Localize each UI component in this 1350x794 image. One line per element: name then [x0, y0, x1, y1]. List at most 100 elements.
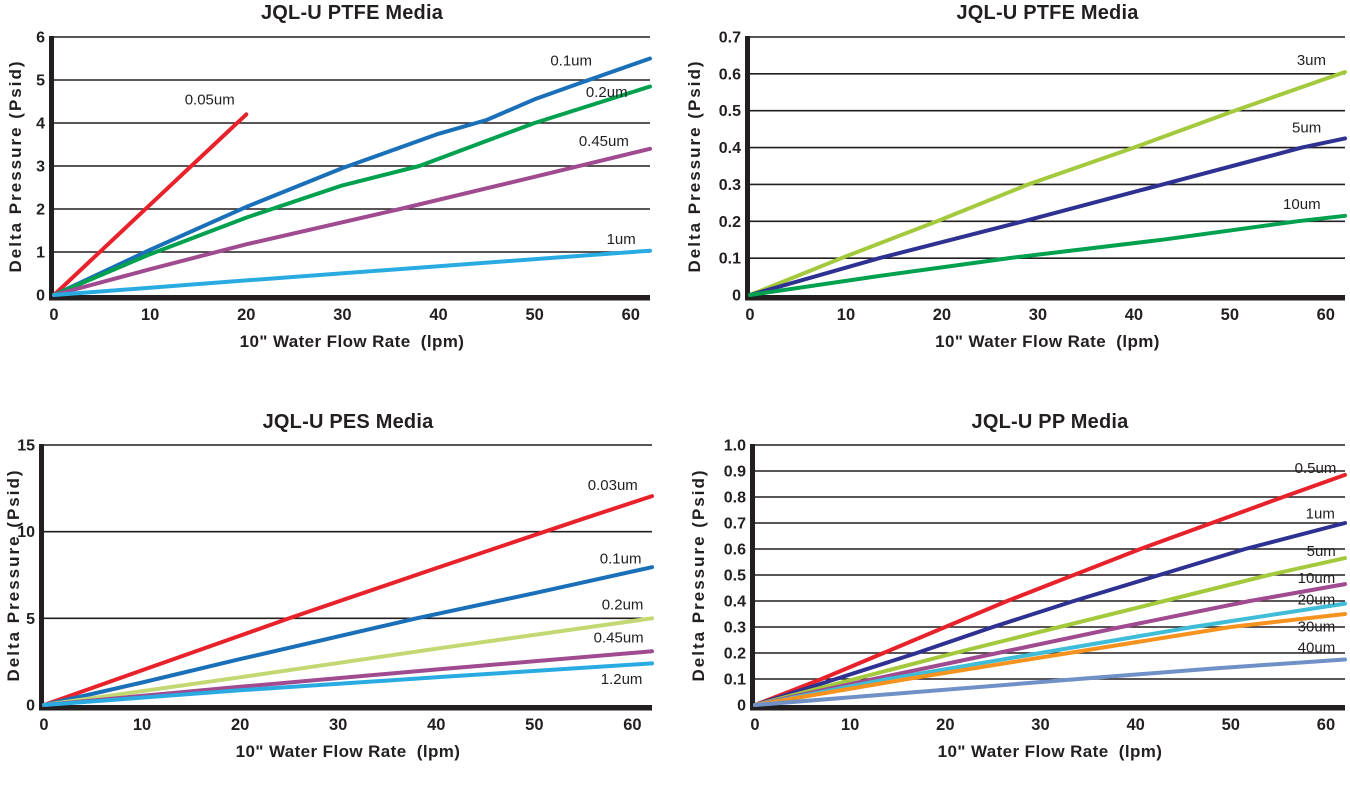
x-tick-label: 20 — [936, 716, 954, 734]
x-tick-label: 60 — [622, 306, 640, 324]
x-axis-title: 10" Water Flow Rate (lpm) — [239, 332, 465, 351]
x-tick-label: 20 — [933, 306, 951, 324]
plot-pp: 0 0.1 0.2 0.3 0.4 0.5 0.6 0.7 0.8 0.9 1.0 0 10 20 30 40… — [724, 438, 1347, 734]
x-tick-label: 30 — [1031, 716, 1049, 734]
x-tick-label: 10 — [133, 716, 151, 734]
x-tick-label: 40 — [427, 716, 445, 734]
series-label-10um: 10um — [1298, 570, 1336, 587]
chart-pp: 0 0.1 0.2 0.3 0.4 0.5 0.6 0.7 0.8 0.9 1.0 0 10 20 30 40… — [675, 397, 1350, 794]
series-label-20um: 20um — [1298, 592, 1336, 609]
series-label-5um: 5um — [1307, 543, 1336, 560]
chart-title: JQL-U PES Media — [262, 411, 434, 433]
y-tick-label: 10 — [17, 524, 35, 541]
series-line-0.1um — [42, 565, 654, 707]
series-line-0.03um — [42, 494, 654, 707]
series-label-10um: 10um — [1283, 196, 1321, 213]
plot-pes: 0 5 10 15 0 10 20 30 40 50 60 0.03um 0.1um 0.2um 0.45u… — [17, 438, 654, 734]
y-tick-label: 0.8 — [724, 490, 746, 507]
y-tick-label: 0.1 — [719, 251, 741, 268]
y-tick-label: 15 — [17, 438, 35, 455]
series-label-0.2um: 0.2um — [602, 596, 644, 613]
series-label-0.45um: 0.45um — [579, 133, 629, 150]
y-tick-label: 0.1 — [724, 672, 746, 689]
series-line-10um — [753, 582, 1347, 707]
x-tick-label: 30 — [333, 306, 351, 324]
x-tick-label: 20 — [237, 306, 255, 324]
x-tick-label: 0 — [39, 716, 48, 734]
chart-ptfe-coarse: 0 0.1 0.2 0.3 0.4 0.5 0.6 0.7 0 10 20 30 40 50 60 3um 5u… — [675, 0, 1350, 397]
y-tick-label: 0.9 — [724, 464, 746, 481]
x-tick-label: 10 — [141, 306, 159, 324]
series-label-30um: 30um — [1298, 618, 1336, 635]
series-line-40um — [753, 657, 1347, 707]
x-tick-label: 40 — [1125, 306, 1143, 324]
series-line-30um — [753, 612, 1347, 707]
y-tick-label: 0 — [732, 288, 741, 305]
y-tick-label: 0.4 — [719, 140, 741, 157]
x-tick-label: 10 — [841, 716, 859, 734]
series-label-1.2um: 1.2um — [601, 671, 643, 688]
x-tick-label: 0 — [750, 716, 759, 734]
x-tick-label: 60 — [1317, 306, 1335, 324]
y-tick-label: 0 — [26, 698, 35, 715]
y-tick-label: 0.5 — [724, 568, 746, 585]
x-tick-label: 50 — [1222, 716, 1240, 734]
series-line-10um — [748, 213, 1347, 297]
series-label-0.1um: 0.1um — [550, 53, 592, 70]
series-label-40um: 40um — [1298, 639, 1336, 656]
chart-title: JQL-U PP Media — [971, 411, 1129, 433]
series-line-3um — [748, 70, 1347, 297]
y-axis-title: Delta Pressure (Psid) — [4, 468, 23, 682]
y-tick-label: 0.2 — [719, 214, 741, 231]
series-line-1um — [753, 521, 1347, 707]
y-tick-label: 5 — [36, 73, 45, 90]
y-tick-label: 3 — [36, 159, 45, 176]
series-label-0.03um: 0.03um — [588, 477, 638, 494]
series-line-20um — [753, 601, 1347, 707]
chart-ptfe-fine: 0 1 2 3 4 5 6 0 10 20 30 40 50 60 0.05um 0.1um 0.2um 0.45… — [0, 0, 675, 397]
y-tick-label: 6 — [36, 30, 45, 47]
series-label-0.2um: 0.2um — [586, 84, 628, 101]
y-tick-label: 0.4 — [724, 594, 746, 611]
x-tick-label: 30 — [1029, 306, 1047, 324]
x-tick-label: 40 — [429, 306, 447, 324]
x-tick-label: 0 — [49, 306, 58, 324]
series-label-0.5um: 0.5um — [1295, 460, 1337, 477]
series-label-5um: 5um — [1292, 119, 1321, 136]
y-tick-label: 0 — [36, 288, 45, 305]
x-tick-label: 50 — [525, 716, 543, 734]
series-label-3um: 3um — [1297, 52, 1326, 69]
series-line-5um — [748, 136, 1347, 297]
series-line-0.45um — [52, 146, 652, 297]
y-tick-label: 1 — [36, 245, 45, 262]
y-axis-title: Delta Pressure (Psid) — [6, 59, 25, 273]
chart-title: JQL-U PTFE Media — [956, 2, 1139, 24]
x-tick-label: 60 — [1317, 716, 1335, 734]
y-tick-label: 5 — [26, 611, 35, 628]
x-tick-label: 50 — [525, 306, 543, 324]
y-tick-label: 2 — [36, 202, 45, 219]
series-line-0.05um — [52, 112, 249, 297]
x-tick-label: 20 — [231, 716, 249, 734]
x-tick-label: 30 — [329, 716, 347, 734]
x-tick-label: 40 — [1126, 716, 1144, 734]
chart-title: JQL-U PTFE Media — [260, 2, 444, 24]
y-tick-label: 0.3 — [724, 620, 746, 637]
y-tick-label: 0.7 — [719, 30, 741, 47]
chart-pes: 0 5 10 15 0 10 20 30 40 50 60 0.03um 0.1um 0.2um 0.45u… — [0, 397, 675, 794]
x-tick-label: 60 — [623, 716, 641, 734]
series-label-0.05um: 0.05um — [185, 91, 235, 108]
y-tick-label: 0.7 — [724, 516, 746, 533]
series-line-5um — [753, 556, 1347, 707]
y-tick-label: 0.5 — [719, 103, 741, 120]
x-axis-title: 10" Water Flow Rate (lpm) — [937, 742, 1163, 761]
series-line-1.2um — [42, 661, 654, 707]
x-axis-title: 10" Water Flow Rate (lpm) — [935, 332, 1160, 351]
series-line-0.5um — [753, 472, 1347, 707]
x-tick-label: 50 — [1221, 306, 1239, 324]
y-tick-label: 1.0 — [724, 438, 746, 455]
series-label-0.45um: 0.45um — [594, 629, 644, 646]
y-tick-label: 0 — [737, 698, 746, 715]
y-tick-label: 0.3 — [719, 177, 741, 194]
